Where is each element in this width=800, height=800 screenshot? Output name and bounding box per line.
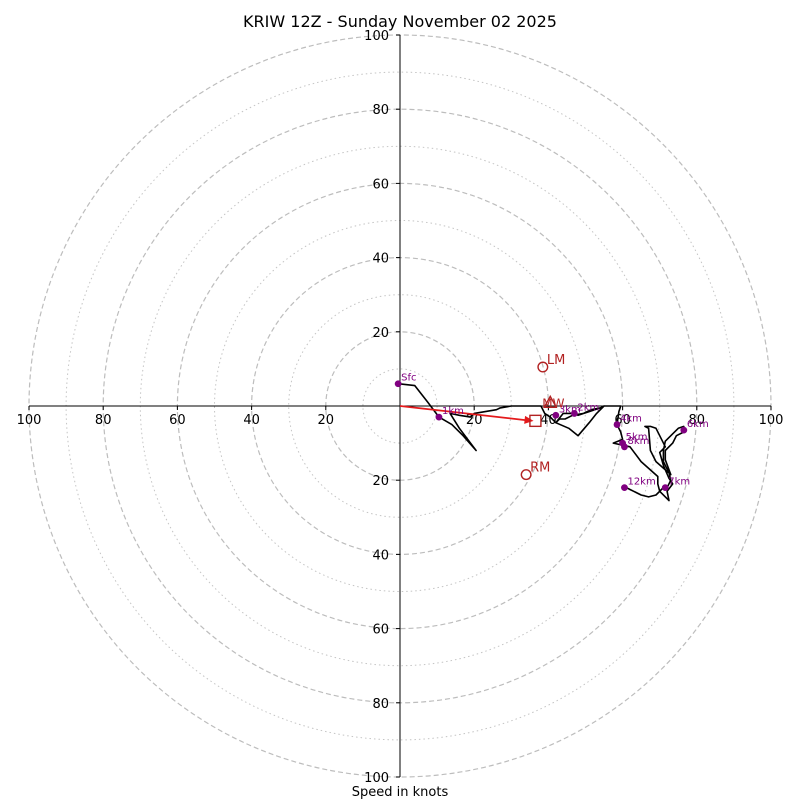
y-tick-label: 60: [372, 177, 389, 192]
shear-vector-arrowhead: [524, 415, 534, 424]
tick-labels: 2020202040404040606060608080808010010010…: [17, 29, 784, 786]
shear-vector: [399, 405, 542, 428]
height-marker-label: 5km: [626, 432, 648, 443]
height-marker-dot: [394, 380, 402, 388]
storm-motion-markers: MW LM RM: [520, 353, 565, 481]
height-marker-label: 1km: [442, 406, 464, 417]
storm-motion-label: RM: [530, 461, 550, 476]
chart-title: KRIW 12Z - Sunday November 02 2025: [243, 12, 557, 31]
height-marker-label: 3km: [559, 404, 581, 415]
height-marker-label: 2km: [577, 402, 599, 413]
x-tick-label: 20: [318, 413, 335, 428]
storm-motion-marker: [537, 361, 549, 373]
hodograph-line: [398, 382, 685, 502]
storm-motion-label: LM: [547, 353, 565, 368]
x-tick-label: 40: [243, 413, 260, 428]
height-marker-label: 7km: [668, 477, 690, 488]
y-tick-label: 80: [372, 103, 389, 118]
height-marker-dot: [552, 411, 560, 419]
height-marker-label: 6km: [687, 419, 709, 430]
height-marker-label: Sfc: [401, 373, 416, 384]
y-tick-label: 60: [372, 623, 389, 638]
height-marker-dot: [621, 484, 628, 492]
height-marker-dot: [680, 426, 688, 434]
height-marker-label: 4km: [620, 414, 642, 425]
shear-vector-line: [399, 405, 528, 422]
height-marker-label: 8km: [627, 436, 649, 447]
x-tick-label: 60: [169, 413, 186, 428]
height-marker-dot: [621, 443, 628, 451]
x-tick-label: 100: [759, 413, 784, 428]
x-tick-label: 80: [95, 413, 112, 428]
hodograph-trace: [398, 382, 685, 502]
mean-wind-label: MW: [542, 396, 564, 410]
storm-motion-marker: [520, 469, 532, 481]
height-marker-dot: [613, 421, 621, 428]
mean-wind-marker: [543, 394, 558, 408]
x-tick-label: 100: [17, 413, 42, 428]
y-tick-label: 20: [372, 474, 389, 489]
height-marker-dot: [661, 484, 669, 492]
x-tick-label: 80: [689, 413, 706, 428]
x-tick-label: 40: [540, 413, 557, 428]
height-marker-dot: [570, 410, 578, 417]
y-tick-label: 20: [372, 326, 389, 341]
y-tick-label: 80: [372, 697, 389, 712]
x-axis-label: Speed in knots: [352, 785, 449, 800]
height-marker-dot: [435, 413, 443, 421]
y-tick-label: 100: [364, 771, 389, 786]
height-marker-label: 12km: [627, 477, 655, 488]
y-tick-label: 100: [364, 29, 389, 44]
bunkers-square-marker: [529, 414, 542, 428]
y-tick-label: 40: [372, 548, 389, 563]
y-tick-label: 40: [372, 252, 389, 267]
